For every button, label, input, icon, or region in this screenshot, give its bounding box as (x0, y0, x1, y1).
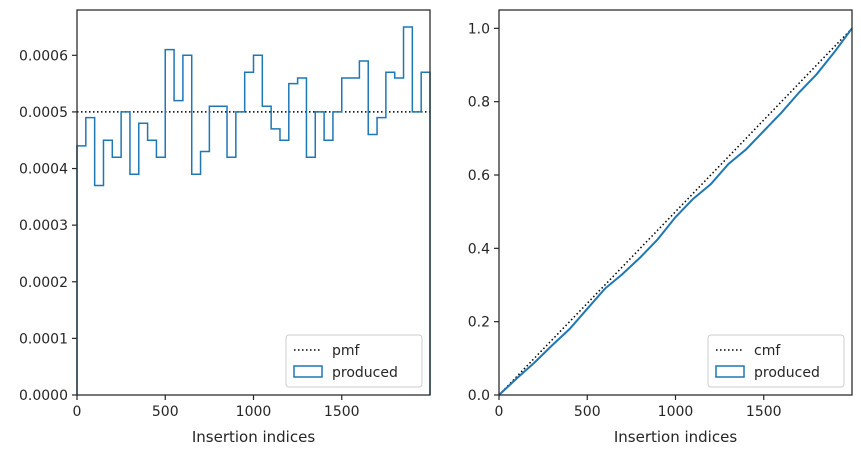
y-tick-label: 0.0006 (19, 48, 68, 64)
y-tick-label: 0.4 (468, 241, 490, 257)
y-tick-label: 0.0005 (19, 105, 68, 121)
left-legend: pmf produced (285, 334, 423, 388)
right-legend-box (707, 334, 845, 388)
cmf-panel: 0 500 1000 1500 0.0 0.2 0.4 0.6 0.8 1.0 Insertion… (468, 9, 853, 446)
legend-produced-label: produced (754, 365, 820, 381)
y-tick-label: 0.8 (468, 95, 490, 111)
x-tick-label: 1500 (746, 404, 782, 420)
y-tick-label: 0.6 (468, 168, 490, 184)
legend-produced-label: produced (332, 365, 398, 381)
y-tick-label: 0.0001 (19, 331, 68, 347)
y-tick-label: 0.0000 (19, 388, 68, 404)
legend-cmf-label: cmf (754, 343, 781, 359)
y-tick-label: 1.0 (468, 21, 490, 37)
x-tick-label: 500 (574, 404, 601, 420)
x-tick-label: 0 (495, 404, 504, 420)
legend-produced-swatch (715, 365, 745, 378)
x-tick-label: 0 (73, 404, 82, 420)
x-tick-label: 1000 (236, 404, 272, 420)
x-tick-label: 1000 (658, 404, 694, 420)
left-axes-frame (76, 9, 431, 396)
legend-produced-swatch (293, 365, 323, 378)
y-tick-label: 0.0004 (19, 162, 68, 178)
right-legend: cmf produced (707, 334, 845, 388)
produced-histogram (76, 26, 431, 395)
y-tick-label: 0.0002 (19, 275, 68, 291)
left-legend-box (285, 334, 423, 388)
produced-cumulative-line (498, 27, 853, 396)
y-tick-label: 0.0 (468, 388, 490, 404)
x-tick-label: 1500 (324, 404, 360, 420)
left-x-axis-label: Insertion indices (192, 428, 315, 446)
y-tick-label: 0.2 (468, 315, 490, 331)
right-axes-frame (498, 9, 853, 396)
legend-pmf-label: pmf (332, 343, 361, 359)
cmf-line (498, 27, 853, 396)
x-tick-label: 500 (152, 404, 179, 420)
pmf-histogram-panel: 0 500 1000 1500 0.0000 0.0001 0.0002 0.0003 0.00… (19, 9, 431, 446)
right-x-axis-label: Insertion indices (614, 428, 737, 446)
y-tick-label: 0.0003 (19, 218, 68, 234)
